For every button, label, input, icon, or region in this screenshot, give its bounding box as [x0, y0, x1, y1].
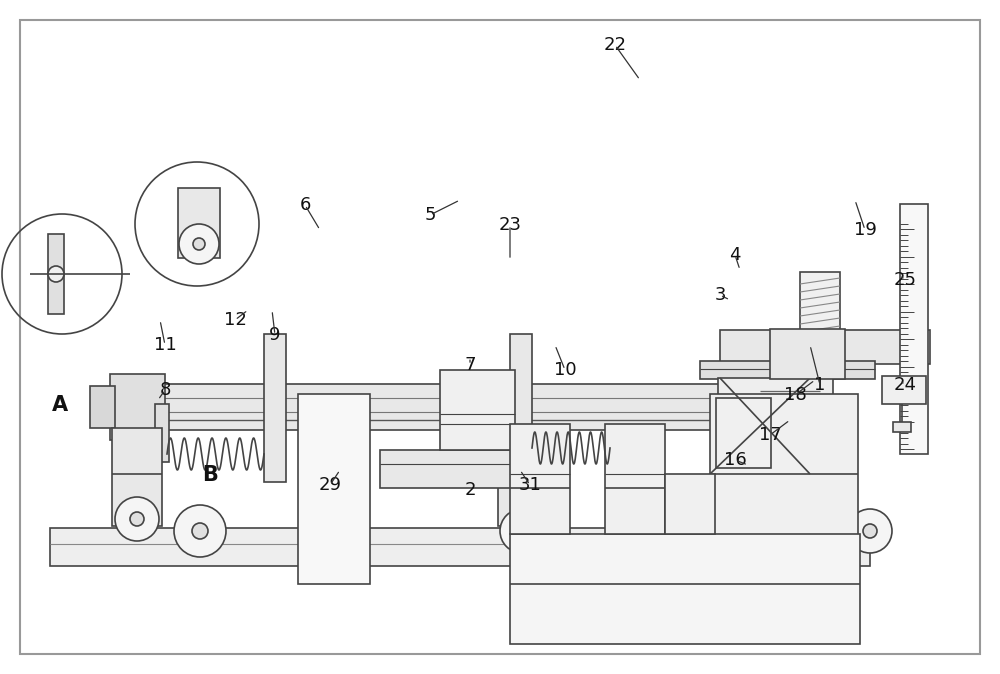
Bar	[50, 528, 870, 566]
Text: 7: 7	[464, 356, 476, 374]
Bar	[110, 374, 165, 440]
Text: 17: 17	[759, 426, 781, 444]
Text: 6: 6	[299, 196, 311, 214]
Text: 3: 3	[714, 286, 726, 304]
Bar	[665, 474, 715, 534]
Bar	[755, 384, 805, 430]
Bar	[440, 370, 515, 450]
Bar	[178, 188, 220, 258]
Bar	[155, 404, 169, 462]
Text: 4: 4	[729, 246, 741, 264]
Text: 5: 5	[424, 206, 436, 224]
Bar	[770, 329, 845, 379]
Text: 31: 31	[519, 476, 541, 494]
Text: 2: 2	[464, 481, 476, 499]
Bar	[48, 234, 64, 314]
Bar	[510, 534, 860, 644]
Bar	[130, 384, 755, 430]
Text: 8: 8	[159, 381, 171, 399]
Bar	[90, 386, 115, 428]
Bar	[510, 424, 570, 534]
Text: 22: 22	[604, 36, 626, 54]
Circle shape	[500, 509, 544, 553]
Bar	[882, 376, 926, 404]
Bar	[710, 394, 858, 574]
Text: B: B	[202, 465, 218, 485]
Circle shape	[848, 509, 892, 553]
Bar	[605, 424, 665, 534]
Circle shape	[753, 524, 767, 538]
Text: 9: 9	[269, 326, 281, 344]
Circle shape	[193, 238, 205, 250]
Bar	[800, 272, 840, 362]
Text: 1: 1	[814, 376, 826, 394]
Bar	[718, 378, 833, 454]
Bar	[716, 398, 771, 468]
Text: 18: 18	[784, 386, 806, 404]
Text: 16: 16	[724, 451, 746, 469]
Text: 23: 23	[498, 216, 522, 234]
Bar	[498, 428, 548, 526]
Text: 12: 12	[224, 311, 246, 329]
Circle shape	[738, 509, 782, 553]
Text: 25: 25	[894, 271, 916, 289]
Bar	[900, 204, 928, 454]
Circle shape	[174, 505, 226, 557]
Text: 24: 24	[894, 376, 916, 394]
Circle shape	[115, 497, 159, 541]
Bar	[264, 334, 286, 482]
Circle shape	[192, 523, 208, 539]
Text: 19: 19	[854, 221, 876, 239]
Text: 11: 11	[154, 336, 176, 354]
Circle shape	[515, 524, 529, 538]
Circle shape	[130, 512, 144, 526]
Bar	[700, 361, 875, 379]
Bar	[112, 428, 162, 526]
Bar	[893, 422, 911, 432]
Text: 29: 29	[318, 476, 342, 494]
Bar	[380, 450, 515, 488]
Circle shape	[863, 524, 877, 538]
Circle shape	[179, 224, 219, 264]
Text: A: A	[52, 395, 68, 415]
Bar	[510, 334, 532, 464]
Bar	[298, 394, 370, 584]
Bar	[720, 330, 930, 364]
Circle shape	[48, 266, 64, 282]
Text: 10: 10	[554, 361, 576, 379]
